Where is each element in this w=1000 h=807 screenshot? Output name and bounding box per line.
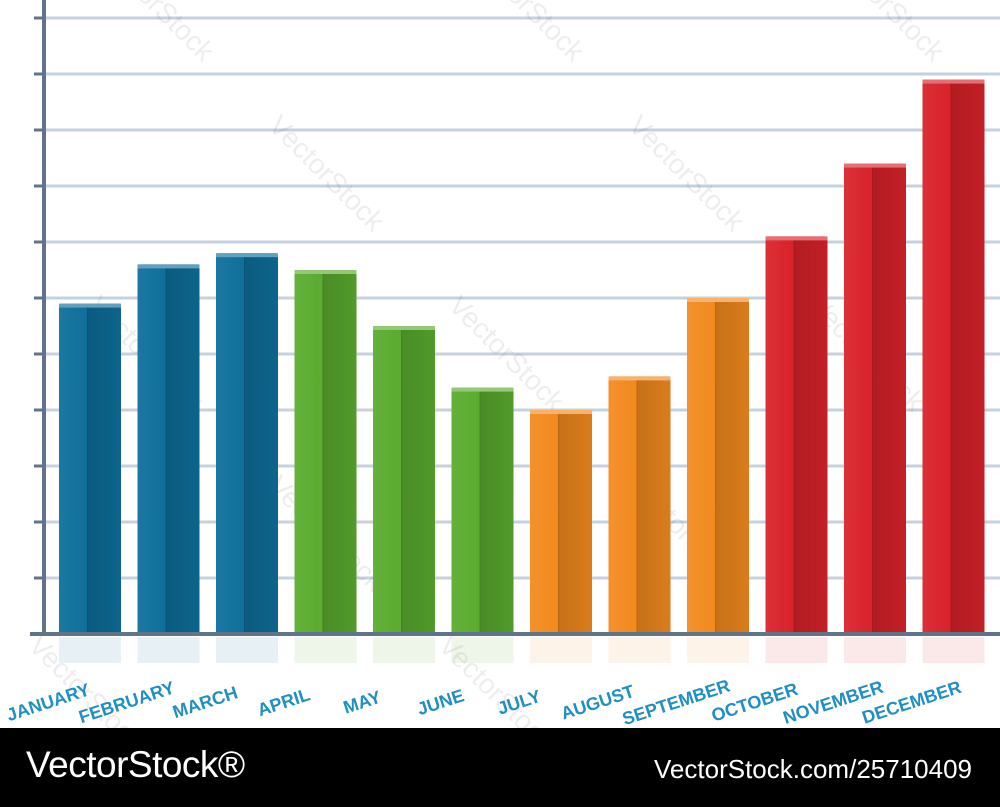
bar-cap [765,236,828,241]
bar-september [687,298,749,663]
bar-cap [530,410,592,414]
bar-reflection [451,637,514,663]
bar-may [373,326,435,663]
bar-cap [451,387,514,392]
footer-brand: VectorStock® [26,744,245,785]
bar-body [137,264,200,634]
bar-reflection [922,637,985,663]
bar-body [608,376,671,634]
gridlines [44,16,1000,580]
bar-reflection [608,637,671,663]
bar-june [451,387,514,663]
bar-reflection [373,637,435,663]
bar-cap [922,79,985,84]
bar-august [608,376,671,663]
bar-cap [294,270,357,274]
x-tick-label: MARCH [170,682,240,722]
bar-body [373,326,435,634]
bar-cap [608,376,671,381]
bar-reflection [59,637,121,663]
chart-area: VectorStock VectorStock VectorStock VectorS… [3,0,1000,728]
bar-body [530,410,592,634]
bar-february [137,264,200,663]
bar-january [59,303,121,663]
bar-body [844,163,906,634]
bar-july [530,410,592,663]
bar-body [59,303,121,634]
x-tick-label: JUNE [415,685,467,719]
bar-reflection [216,637,278,663]
x-tick-label: MAY [341,687,384,718]
watermark-text: VectorStock [823,0,951,68]
y-axis [30,0,1000,636]
bar-reflection [765,637,828,663]
bar-body [922,79,985,635]
x-tick-label: APRIL [255,684,313,720]
bar-body [294,270,357,634]
bar-reflection [137,637,200,663]
bar-april [294,270,357,663]
bar-cap [373,326,435,330]
bars [59,79,985,663]
bar-cap [59,303,121,308]
bar-cap [687,298,749,302]
footer-image-id: VectorStock.com/25710409 [654,754,972,784]
bar-chart: VectorStock VectorStock VectorStockVectorS… [4,0,1000,728]
bar-reflection [530,637,592,663]
bar-body [765,236,828,634]
bar-reflection [844,637,906,663]
bar-body [451,387,514,634]
bar-december [922,79,985,663]
bar-cap [216,253,278,258]
bar-reflection [294,637,357,663]
watermark-text: VectorStock [93,0,221,68]
bar-march [216,253,278,663]
bar-body [216,253,278,634]
bar-reflection [687,637,749,663]
bar-body [687,298,749,634]
bar-cap [137,264,200,269]
watermark-text: VectorStock [463,0,591,68]
bar-october [765,236,828,663]
bar-cap [844,163,906,168]
bar-november [844,163,906,663]
footer-bar: VectorStock® VectorStock.com/25710409 [0,728,1000,807]
